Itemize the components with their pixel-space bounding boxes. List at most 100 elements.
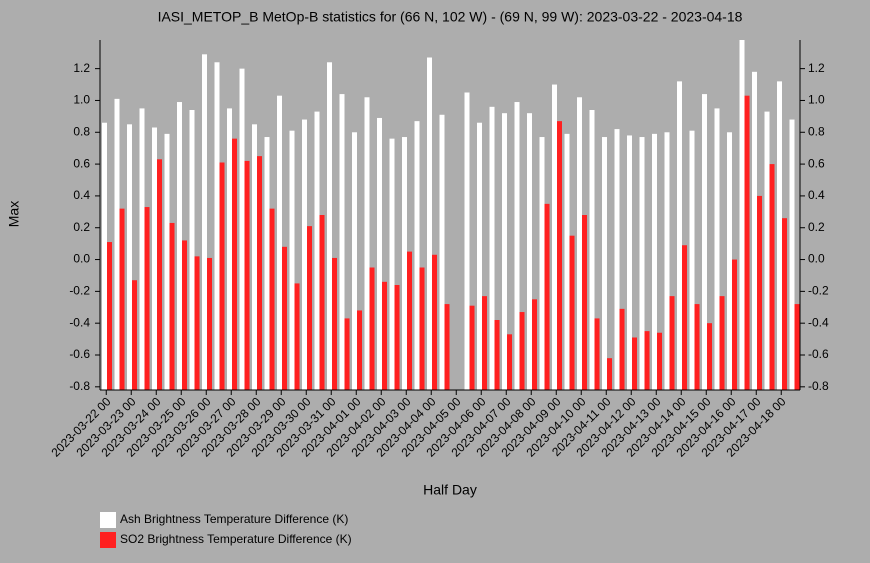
bar	[207, 257, 212, 390]
bar	[627, 135, 632, 390]
bar	[107, 242, 112, 390]
bar	[619, 308, 625, 390]
bar	[764, 111, 770, 390]
bar	[702, 94, 707, 390]
bar	[252, 124, 257, 391]
bar	[594, 318, 600, 390]
bar	[589, 110, 595, 390]
bar	[689, 130, 695, 390]
bar	[482, 296, 487, 390]
y2-tick-label: -0.2	[808, 284, 829, 298]
bar	[769, 164, 775, 390]
bar	[119, 208, 125, 390]
y-tick-label: 0.8	[73, 124, 90, 138]
bar	[232, 138, 237, 390]
bar	[377, 117, 382, 391]
bar	[557, 121, 562, 391]
bar	[257, 156, 262, 390]
bar	[532, 299, 537, 390]
y-tick-label: -0.4	[69, 315, 90, 329]
bar	[414, 121, 420, 391]
chart-title: IASI_METOP_B MetOp-B statistics for (66 …	[158, 9, 743, 25]
bar	[407, 251, 412, 390]
bar	[544, 203, 550, 390]
bar	[714, 108, 720, 390]
bar	[507, 334, 512, 390]
bar	[202, 54, 207, 391]
bar	[127, 124, 132, 391]
bar	[569, 235, 575, 390]
y2-tick-label: 1.2	[808, 61, 825, 75]
bar	[269, 208, 275, 390]
bar	[527, 113, 532, 390]
y-tick-label: 1.0	[73, 93, 90, 107]
bar	[332, 257, 337, 390]
y-tick-label: 0.6	[73, 156, 90, 170]
bar	[219, 162, 225, 390]
bar	[632, 337, 637, 390]
bar	[719, 296, 725, 390]
bar	[144, 207, 150, 390]
y-axis-label: Max	[6, 201, 22, 227]
y2-tick-label: 0.4	[808, 188, 825, 202]
bar	[444, 304, 450, 390]
bar	[264, 137, 270, 390]
bar	[602, 137, 607, 390]
bar	[169, 222, 175, 390]
bar	[707, 323, 712, 390]
bar	[307, 226, 312, 390]
bar	[607, 358, 612, 390]
bar	[164, 133, 170, 390]
bar	[357, 310, 362, 390]
bar	[339, 94, 345, 390]
y2-tick-label: 1.0	[808, 93, 825, 107]
bar	[352, 132, 357, 391]
bar	[739, 40, 745, 390]
bar	[239, 68, 245, 391]
bar	[244, 160, 250, 390]
bar	[682, 245, 687, 390]
bar	[782, 218, 787, 390]
bar	[177, 102, 182, 390]
bar	[794, 304, 800, 390]
bar	[139, 108, 145, 390]
bar	[314, 111, 320, 390]
bar	[502, 113, 507, 390]
legend-swatch	[100, 512, 116, 528]
bar	[744, 95, 750, 390]
bar	[132, 280, 137, 390]
bar	[382, 281, 387, 390]
bar	[732, 259, 737, 390]
bar	[394, 285, 400, 390]
y2-tick-label: -0.8	[808, 379, 829, 393]
bar	[669, 296, 675, 390]
bar	[464, 92, 470, 390]
bar	[277, 95, 282, 390]
bar	[439, 114, 445, 390]
bar	[677, 81, 682, 390]
y-tick-label: -0.2	[69, 284, 90, 298]
y-tick-label: -0.6	[69, 347, 90, 361]
bar	[757, 195, 762, 390]
x-axis-label: Half Day	[423, 482, 477, 498]
y2-tick-label: 0.8	[808, 124, 825, 138]
bar	[494, 320, 500, 390]
bar	[652, 133, 657, 390]
legend-label: Ash Brightness Temperature Difference (K…	[120, 512, 348, 526]
bar	[644, 331, 650, 390]
y-tick-label: 0.0	[73, 252, 90, 266]
bar	[227, 108, 232, 390]
y2-tick-label: 0.2	[808, 220, 825, 234]
bar	[344, 318, 350, 390]
bar	[389, 138, 395, 390]
bar	[789, 119, 795, 390]
y2-tick-label: -0.6	[808, 347, 829, 361]
bar	[577, 97, 582, 390]
bar	[552, 84, 557, 390]
y-tick-label: 0.4	[73, 188, 90, 202]
bar	[657, 332, 662, 390]
bar	[327, 62, 332, 390]
bar	[727, 132, 732, 391]
